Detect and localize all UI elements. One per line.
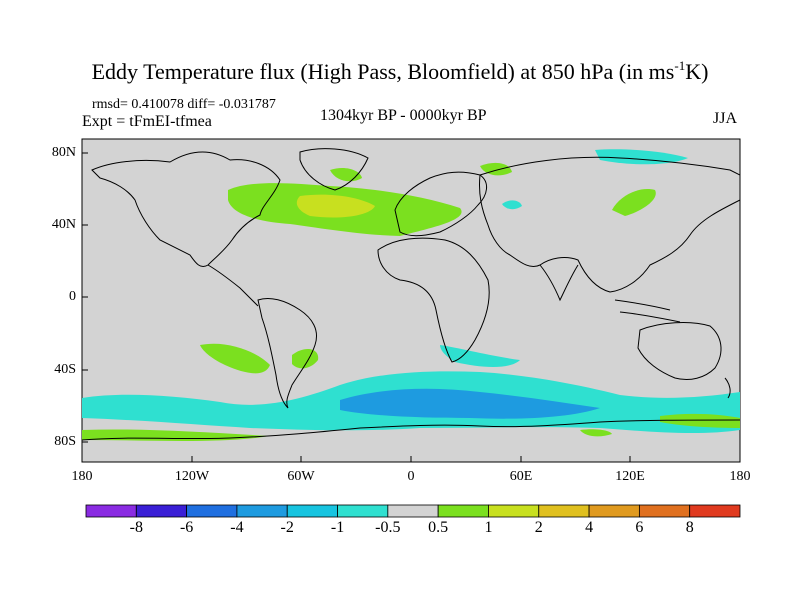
colorbar-label: 1	[484, 519, 493, 536]
period-label: 1304kyr BP - 0000kyr BP	[320, 107, 487, 124]
colorbar-label: -2	[280, 519, 294, 536]
contour-south-pacific-green	[200, 343, 270, 374]
lat-label-80s: 80S	[54, 434, 76, 449]
contour-asia-green	[612, 189, 656, 216]
coastline-new-zealand	[724, 377, 731, 399]
lon-label-60w: 60W	[287, 469, 315, 484]
map-title: Eddy Temperature flux (High Pass, Bloomf…	[91, 58, 709, 84]
anomaly-contours	[82, 149, 740, 441]
coastline-north-america	[91, 151, 281, 268]
coastline-africa	[377, 237, 490, 363]
coastline-south-america	[257, 297, 317, 409]
lon-label-120e: 120E	[615, 469, 645, 484]
colorbar-swatch	[488, 504, 540, 518]
colorbar-label: 6	[635, 519, 644, 536]
coastline-antarctica	[81, 419, 741, 441]
colorbar-label: 8	[685, 519, 694, 536]
colorbar-swatch	[387, 504, 439, 518]
colorbar-label: 4	[585, 519, 594, 536]
colorbar-swatch	[538, 504, 590, 518]
lon-label-180e: 180	[729, 469, 751, 484]
contour-australia-south-green	[660, 413, 740, 428]
contour-cyan-small-north	[502, 200, 522, 210]
colorbar-swatch	[588, 504, 640, 518]
colorbar-label: -6	[179, 519, 194, 536]
coastline-greenland	[299, 148, 369, 191]
lon-label-180w: 180	[71, 469, 93, 484]
contour-arctic-cyan	[595, 149, 688, 165]
colorbar-swatch	[689, 504, 741, 518]
colorbar-swatch	[337, 504, 389, 518]
axis-ticks	[81, 152, 741, 462]
lon-label-60e: 60E	[509, 469, 533, 484]
colorbar-swatch	[85, 504, 137, 518]
contour-southern-ocean-blue	[340, 388, 600, 419]
lat-label-0: 0	[69, 289, 76, 304]
coastline-central-america	[207, 264, 259, 307]
colorbar-label: 0.5	[428, 519, 449, 536]
colorbar-swatch	[638, 504, 691, 518]
colorbar-swatch	[286, 504, 338, 518]
contour-north-atlantic-yellow	[296, 194, 375, 218]
coastlines	[81, 148, 741, 441]
lat-label-40s: 40S	[54, 362, 76, 377]
experiment-label: Expt = tFmEI-tfmea	[82, 113, 212, 130]
coastline-india	[539, 264, 579, 302]
colorbar-label: -4	[230, 519, 244, 536]
season-label: JJA	[713, 110, 738, 127]
lon-label-0: 0	[407, 469, 415, 484]
lat-label-40n: 40N	[51, 217, 76, 232]
contour-southern-green-small	[580, 429, 612, 437]
colorbar-label: -8	[129, 519, 143, 536]
colorbar-label: -1	[330, 519, 345, 536]
contour-south-africa-cyan	[440, 345, 520, 367]
lat-label-80n: 80N	[51, 145, 76, 160]
lon-label-120w: 120W	[174, 469, 210, 484]
coastline-australia	[637, 322, 722, 381]
colorbar-swatch	[236, 504, 288, 518]
colorbar-label: -0.5	[375, 519, 401, 536]
colorbar-label: 2	[534, 519, 543, 536]
coastline-europe	[394, 171, 487, 237]
stats-text: rmsd= 0.410078 diff= -0.031787	[92, 97, 276, 112]
coastline-indonesia	[614, 299, 681, 323]
colorbar-swatch	[437, 504, 489, 518]
colorbar	[85, 504, 741, 518]
coastline-asia	[479, 156, 741, 293]
colorbar-swatch	[186, 504, 238, 518]
colorbar-swatch	[135, 504, 188, 518]
